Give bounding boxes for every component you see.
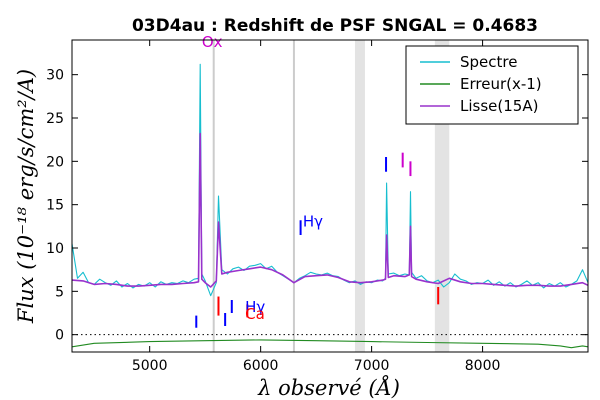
axes-frame bbox=[71, 39, 589, 353]
series-line-erreur-x-1- bbox=[71, 339, 589, 349]
x-tick-label-2: 7000 bbox=[354, 358, 390, 374]
x-axis-label: λ observé (Å) bbox=[257, 375, 400, 400]
y-tick-label-5: 25 bbox=[46, 111, 64, 127]
y-axis-label: Flux (10⁻¹⁸ erg/s/cm²/A) bbox=[14, 69, 38, 324]
x-tick-label-3: 8000 bbox=[465, 358, 501, 374]
y-tick-label-4: 20 bbox=[46, 154, 64, 170]
legend-label-2: Lisse(15A) bbox=[460, 97, 538, 115]
series-line-lisse-15a- bbox=[71, 132, 589, 288]
y-tick-label-0: 0 bbox=[55, 328, 64, 344]
chart-title: 03D4au : Redshift de PSF SNGAL = 0.4683 bbox=[132, 16, 538, 36]
y-tick-label-6: 30 bbox=[46, 68, 64, 84]
y-tick-label-1: 5 bbox=[55, 284, 64, 300]
legend-box bbox=[405, 45, 579, 125]
annotation-1: Hγ bbox=[303, 212, 323, 230]
x-tick-label-1: 6000 bbox=[243, 358, 279, 374]
legend-label-1: Erreur(x-1) bbox=[460, 75, 542, 93]
x-tick-label-0: 5000 bbox=[132, 358, 168, 374]
legend: Spectre Erreur(x-1) Lisse(15A) bbox=[405, 45, 579, 125]
annotation-0: Ox bbox=[202, 33, 223, 51]
y-tick-label-2: 10 bbox=[46, 241, 64, 257]
annotation-2: Hγ bbox=[245, 298, 265, 316]
legend-label-0: Spectre bbox=[460, 53, 517, 71]
y-tick-label-3: 15 bbox=[46, 198, 64, 214]
shaded-band-0 bbox=[354, 40, 365, 352]
annotation-3: Ca bbox=[245, 305, 265, 323]
